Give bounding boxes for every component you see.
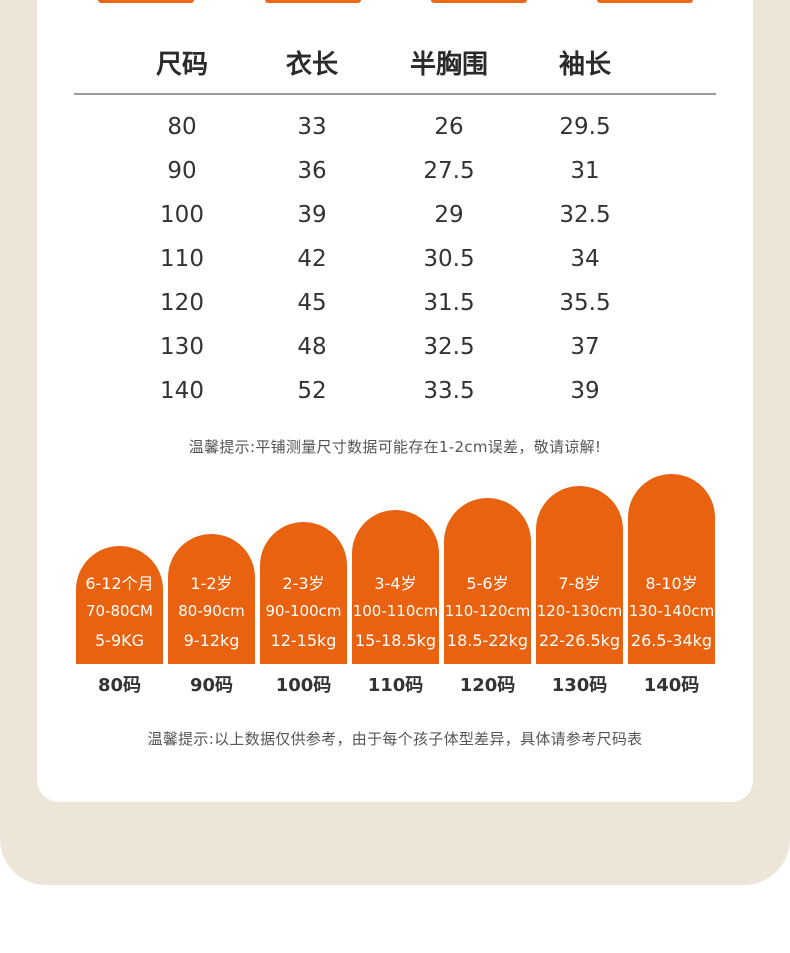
content-card <box>37 0 753 802</box>
header-sleeve: 袖长 <box>558 50 612 80</box>
table-row: 80 33 26 29.5 <box>74 105 716 149</box>
cell-length: 52 <box>297 378 327 404</box>
size-table-body: 80 33 26 29.5 90 36 27.5 31 100 39 29 32.5 110 42 30.5… <box>74 95 716 413</box>
age-range: 7-8岁 <box>558 574 601 593</box>
height-range: 80-90cm <box>178 602 245 620</box>
size-arch: 5-6岁 110-120cm 18.5-22kg <box>444 498 531 664</box>
size-label: 120码 <box>459 675 516 696</box>
height-range: 120-130cm <box>536 602 623 620</box>
size-label: 140码 <box>643 675 700 696</box>
weight-range: 12-15kg <box>270 631 337 650</box>
cell-length: 36 <box>297 158 327 184</box>
header-half-chest: 半胸围 <box>409 50 489 80</box>
cell-size: 120 <box>160 290 204 316</box>
cell-size: 130 <box>160 334 204 360</box>
table-row: 110 42 30.5 34 <box>74 237 716 281</box>
top-tab-2 <box>265 0 361 3</box>
cell-size: 100 <box>160 202 204 228</box>
top-tab-3 <box>431 0 527 3</box>
cell-half-chest: 33.5 <box>423 378 475 404</box>
cell-half-chest: 31.5 <box>423 290 475 316</box>
cell-size: 90 <box>167 158 197 184</box>
cell-sleeve: 31 <box>570 158 600 184</box>
size-label: 110码 <box>367 675 424 696</box>
size-arch: 3-4岁 100-110cm 15-18.5kg <box>352 510 439 664</box>
height-range: 130-140cm <box>628 602 715 620</box>
size-label: 80码 <box>97 675 142 696</box>
cell-sleeve: 37 <box>570 334 600 360</box>
age-range: 8-10岁 <box>645 574 698 593</box>
size-label: 100码 <box>275 675 332 696</box>
header-size: 尺码 <box>155 50 209 80</box>
size-label: 130码 <box>551 675 608 696</box>
top-tab-4 <box>597 0 693 3</box>
cell-half-chest: 29 <box>434 202 464 228</box>
header-length: 衣长 <box>285 50 339 80</box>
cell-sleeve: 39 <box>570 378 600 404</box>
table-row: 100 39 29 32.5 <box>74 193 716 237</box>
cell-length: 39 <box>297 202 327 228</box>
size-arch: 8-10岁 130-140cm 26.5-34kg <box>628 474 715 664</box>
weight-range: 5-9KG <box>94 631 145 650</box>
size-column: 1-2岁 80-90cm 9-12kg 90码 <box>168 0 255 698</box>
age-range: 1-2岁 <box>190 574 233 593</box>
size-arch: 2-3岁 90-100cm 12-15kg <box>260 522 347 664</box>
cell-sleeve: 34 <box>570 246 600 272</box>
cell-half-chest: 30.5 <box>423 246 475 272</box>
size-column: 2-3岁 90-100cm 12-15kg 100码 <box>260 0 347 698</box>
height-range: 110-120cm <box>444 602 531 620</box>
size-column: 7-8岁 120-130cm 22-26.5kg 130码 <box>536 0 623 698</box>
cell-sleeve: 32.5 <box>559 202 611 228</box>
table-row: 90 36 27.5 31 <box>74 149 716 193</box>
age-range: 3-4岁 <box>374 574 417 593</box>
age-range: 2-3岁 <box>282 574 325 593</box>
cell-sleeve: 35.5 <box>559 290 611 316</box>
measurement-note: 温馨提示:平铺测量尺寸数据可能存在1-2cm误差，敬请谅解! <box>188 438 602 456</box>
size-column: 5-6岁 110-120cm 18.5-22kg 120码 <box>444 0 531 698</box>
reference-note: 温馨提示:以上数据仅供参考，由于每个孩子体型差异，具体请参考尺码表 <box>147 730 643 748</box>
weight-range: 18.5-22kg <box>446 631 529 650</box>
height-range: 70-80CM <box>85 602 153 620</box>
table-row: 120 45 31.5 35.5 <box>74 281 716 325</box>
size-table-header: 尺码 衣长 半胸围 袖长 <box>74 38 716 95</box>
cell-half-chest: 26 <box>434 114 464 140</box>
cell-size: 140 <box>160 378 204 404</box>
cell-half-chest: 32.5 <box>423 334 475 360</box>
size-table: 尺码 衣长 半胸围 袖长 80 33 26 29.5 90 36 27.5 31 100 39 29… <box>74 38 716 413</box>
cell-length: 42 <box>297 246 327 272</box>
cell-length: 48 <box>297 334 327 360</box>
height-range: 100-110cm <box>352 602 439 620</box>
top-tab-1 <box>98 0 194 3</box>
cell-size: 110 <box>160 246 204 272</box>
table-row: 130 48 32.5 37 <box>74 325 716 369</box>
size-label: 90码 <box>189 675 234 696</box>
cell-size: 80 <box>167 114 197 140</box>
weight-range: 9-12kg <box>183 631 240 650</box>
size-reference-chart: 6-12个月 70-80CM 5-9KG 80码 1-2岁 80-90cm 9-12kg 90… <box>76 0 716 700</box>
weight-range: 26.5-34kg <box>630 631 713 650</box>
size-arch: 7-8岁 120-130cm 22-26.5kg <box>536 486 623 664</box>
size-column: 8-10岁 130-140cm 26.5-34kg 140码 <box>628 0 715 698</box>
size-column: 3-4岁 100-110cm 15-18.5kg 110码 <box>352 0 439 698</box>
age-range: 6-12个月 <box>85 574 154 593</box>
cell-length: 33 <box>297 114 327 140</box>
cell-length: 45 <box>297 290 327 316</box>
height-range: 90-100cm <box>265 602 342 620</box>
cell-half-chest: 27.5 <box>423 158 475 184</box>
size-arch: 1-2岁 80-90cm 9-12kg <box>168 534 255 664</box>
weight-range: 22-26.5kg <box>538 631 621 650</box>
table-row: 140 52 33.5 39 <box>74 369 716 413</box>
size-column: 6-12个月 70-80CM 5-9KG 80码 <box>76 0 163 698</box>
size-arch: 6-12个月 70-80CM 5-9KG <box>76 546 163 664</box>
age-range: 5-6岁 <box>466 574 509 593</box>
weight-range: 15-18.5kg <box>354 631 437 650</box>
cell-sleeve: 29.5 <box>559 114 611 140</box>
